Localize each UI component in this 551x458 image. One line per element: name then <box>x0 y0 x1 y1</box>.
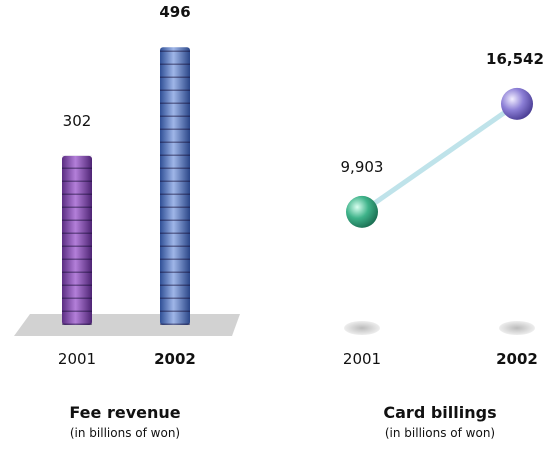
data-label: 496 <box>159 3 190 21</box>
data-label: 9,903 <box>341 158 384 176</box>
chart-subtitle: (in billions of won) <box>70 426 180 440</box>
bar-stripes <box>62 155 92 325</box>
bar-stripes <box>160 47 190 326</box>
point <box>501 87 533 120</box>
shadow <box>344 321 380 335</box>
data-label: 16,542 <box>486 50 544 68</box>
x-tick-label: 2002 <box>496 350 538 368</box>
chart-subtitle: (in billions of won) <box>385 426 495 440</box>
x-tick-label: 2001 <box>343 350 381 368</box>
line <box>360 101 519 214</box>
x-tick-label: 2002 <box>154 350 196 368</box>
x-tick-label: 2001 <box>58 350 96 368</box>
data-label: 302 <box>63 112 92 130</box>
chart-title: Card billings <box>383 403 496 422</box>
shadow <box>499 321 535 335</box>
point <box>346 195 378 228</box>
chart-title: Fee revenue <box>69 403 180 422</box>
floor <box>14 314 240 336</box>
